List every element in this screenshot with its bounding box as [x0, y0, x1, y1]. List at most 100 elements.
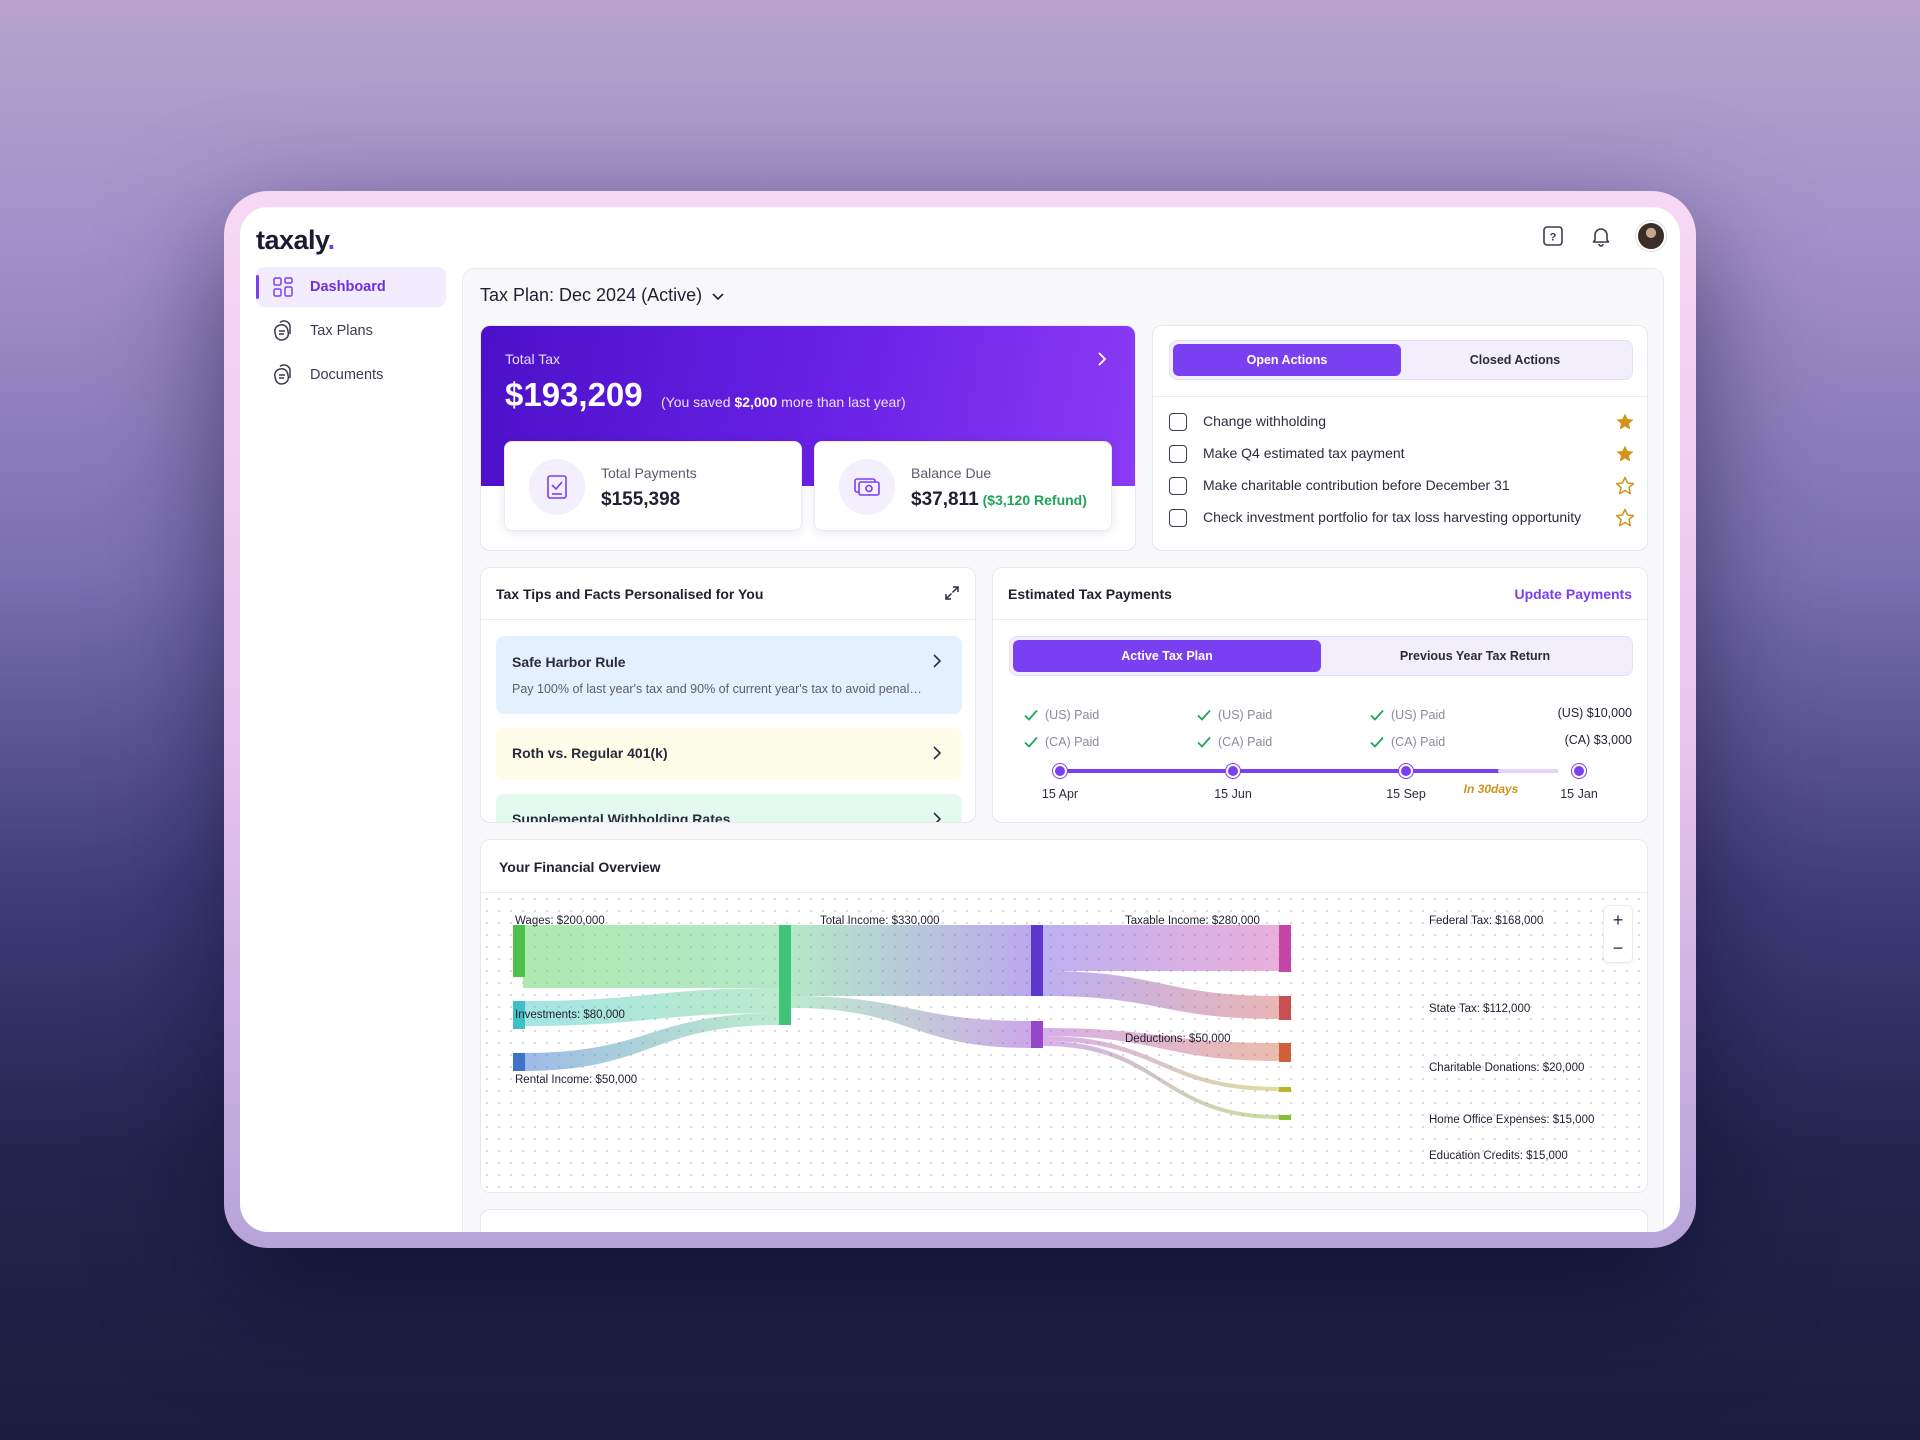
- sankey-node-home-office: [1279, 1087, 1291, 1092]
- balance-due-card[interactable]: Balance Due $37,811 ($3,120 Refund): [814, 441, 1112, 531]
- header-actions: ?: [1540, 221, 1666, 251]
- chevron-right-icon: [933, 654, 942, 668]
- tab-active-tax-plan[interactable]: Active Tax Plan: [1013, 640, 1321, 672]
- tip-title: Safe Harbor Rule: [512, 654, 626, 670]
- sidebar: Dashboard Tax Plans Documents: [256, 267, 446, 399]
- paid-us-label: (US) Paid: [1045, 708, 1100, 722]
- svg-text:?: ?: [1550, 232, 1557, 244]
- sankey-label: State Tax: $112,000: [1429, 1003, 1531, 1015]
- help-icon[interactable]: ?: [1540, 223, 1566, 249]
- tab-previous-year-return[interactable]: Previous Year Tax Return: [1399, 649, 1551, 663]
- paid-us-label: (US) Paid: [1391, 708, 1446, 722]
- sankey-diagram: [513, 925, 1291, 1120]
- timeline-track-remaining: [1498, 769, 1558, 773]
- action-checkbox[interactable]: [1169, 413, 1187, 431]
- list-item: Change withholding: [1169, 412, 1635, 431]
- sankey-link-investments: [523, 988, 779, 1026]
- sankey-label: Home Office Expenses: $15,000: [1429, 1114, 1595, 1126]
- total-tax-amount: $193,209: [505, 376, 643, 413]
- list-item: Make charitable contribution before Dece…: [1169, 476, 1635, 495]
- app-logo[interactable]: taxaly.: [256, 225, 335, 255]
- sankey-canvas[interactable]: Wages: $200,000 Investments: $80,000 Ren…: [481, 892, 1647, 1192]
- action-text: Make Q4 estimated tax payment: [1203, 445, 1405, 461]
- chevron-right-icon: [933, 746, 942, 760]
- star-filled-icon[interactable]: [1615, 444, 1635, 464]
- sankey-link-federal: [1043, 925, 1279, 971]
- due-ca-amount: (CA) $3,000: [1564, 733, 1632, 747]
- app-screen: taxaly. ? Dashboard Tax Plans: [240, 207, 1680, 1232]
- sankey-link-education: [1043, 1041, 1279, 1119]
- sankey-link-deductions: [791, 996, 1031, 1048]
- sidebar-item-label: Dashboard: [310, 279, 386, 295]
- tab-open-actions[interactable]: Open Actions: [1173, 344, 1401, 376]
- tax-tips-title: Tax Tips and Facts Personalised for You: [496, 586, 764, 602]
- actions-card: Open Actions Closed Actions Change withh…: [1152, 325, 1648, 551]
- list-item: Check investment portfolio for tax loss …: [1169, 508, 1635, 527]
- timeline-dot-jan[interactable]: [1572, 764, 1586, 778]
- tab-closed-actions[interactable]: Closed Actions: [1469, 353, 1561, 367]
- sidebar-item-label: Tax Plans: [310, 323, 373, 339]
- divider: [993, 619, 1647, 620]
- tip-title: Supplemental Withholding Rates: [512, 811, 731, 823]
- balance-due-label: Balance Due: [911, 465, 992, 481]
- action-text: Change withholding: [1203, 413, 1326, 429]
- due-in-badge: In 30days: [1463, 782, 1519, 796]
- tax-tips-card: Tax Tips and Facts Personalised for You …: [480, 567, 976, 823]
- sidebar-item-label: Documents: [310, 367, 384, 383]
- tip-supplemental-withholding[interactable]: Supplemental Withholding Rates: [496, 794, 962, 823]
- sankey-label: Federal Tax: $168,000: [1429, 915, 1544, 927]
- next-section-card: [480, 1209, 1648, 1232]
- action-checkbox[interactable]: [1169, 477, 1187, 495]
- list-item: Make Q4 estimated tax payment: [1169, 444, 1635, 463]
- action-checkbox[interactable]: [1169, 509, 1187, 527]
- timeline-date: 15 Jan: [1560, 787, 1598, 801]
- divider: [1153, 396, 1647, 397]
- sankey-node-wages: [513, 925, 525, 977]
- check-icon: [1370, 736, 1384, 748]
- star-outline-icon[interactable]: [1615, 508, 1635, 528]
- total-payments-value: $155,398: [601, 489, 681, 510]
- refund-amount: ($3,120 Refund): [982, 492, 1087, 508]
- timeline-date: 15 Apr: [1041, 787, 1079, 801]
- check-icon: [1024, 736, 1038, 748]
- timeline-dot-sep[interactable]: [1399, 764, 1413, 778]
- avatar[interactable]: [1636, 221, 1666, 251]
- zoom-out-button[interactable]: −: [1612, 937, 1624, 958]
- sidebar-item-tax-plans[interactable]: Tax Plans: [256, 311, 446, 351]
- tip-description: Pay 100% of last year's tax and 90% of c…: [512, 682, 922, 696]
- tax-plan-selector[interactable]: Tax Plan: Dec 2024 (Active): [480, 285, 726, 306]
- tip-roth-401k[interactable]: Roth vs. Regular 401(k): [496, 728, 962, 780]
- check-icon: [1370, 709, 1384, 721]
- sankey-label: Deductions: $50,000: [1125, 1033, 1231, 1045]
- receipt-check-icon: [529, 459, 585, 515]
- paid-us-label: (US) Paid: [1218, 708, 1273, 722]
- total-payments-card[interactable]: Total Payments $155,398: [504, 441, 802, 531]
- tip-safe-harbor[interactable]: Safe Harbor Rule Pay 100% of last year's…: [496, 636, 962, 714]
- paid-ca-label: (CA) Paid: [1045, 735, 1100, 749]
- sankey-link-charitable: [1043, 1028, 1279, 1061]
- expand-icon[interactable]: [943, 584, 961, 607]
- action-checkbox[interactable]: [1169, 445, 1187, 463]
- sankey-label: Total Income: $330,000: [820, 915, 940, 927]
- update-payments-link[interactable]: Update Payments: [1514, 586, 1632, 602]
- timeline-dot-apr[interactable]: [1053, 764, 1067, 778]
- sidebar-item-documents[interactable]: Documents: [256, 355, 446, 395]
- sankey-node-charitable: [1279, 1043, 1291, 1062]
- sankey-node-taxable: [1031, 925, 1043, 996]
- sankey-label: Investments: $80,000: [515, 1009, 625, 1021]
- zoom-controls: + −: [1603, 905, 1633, 963]
- sankey-node-education: [1279, 1115, 1291, 1120]
- tax-plans-icon: [272, 320, 294, 342]
- chevron-right-icon[interactable]: [1093, 350, 1111, 373]
- timeline-dot-jun[interactable]: [1226, 764, 1240, 778]
- documents-icon: [272, 364, 294, 386]
- sankey-node-state: [1279, 996, 1291, 1020]
- tax-plan-title: Tax Plan: Dec 2024 (Active): [480, 285, 703, 305]
- sankey-label: Wages: $200,000: [515, 915, 605, 927]
- star-filled-icon[interactable]: [1615, 412, 1635, 432]
- sidebar-item-dashboard[interactable]: Dashboard: [256, 267, 446, 307]
- bell-icon[interactable]: [1588, 223, 1614, 249]
- device-frame: taxaly. ? Dashboard Tax Plans: [224, 191, 1696, 1248]
- zoom-in-button[interactable]: +: [1612, 909, 1624, 930]
- star-outline-icon[interactable]: [1615, 476, 1635, 496]
